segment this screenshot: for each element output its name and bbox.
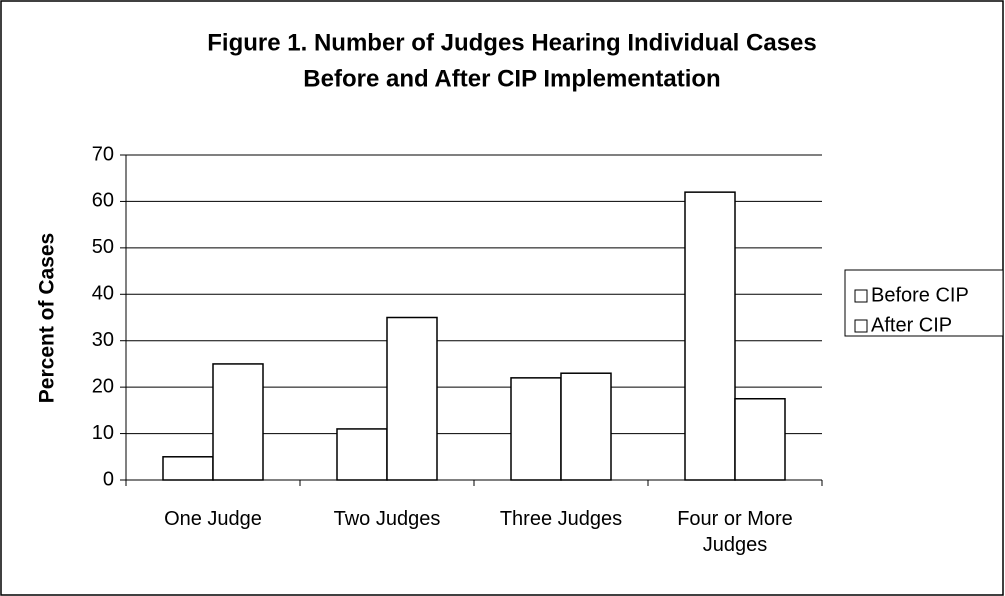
y-tick-label: 40 xyxy=(92,283,114,305)
x-tick-label: Four or More Judges xyxy=(677,508,793,556)
legend-swatch xyxy=(854,319,868,333)
x-tick-label: Two Judges xyxy=(333,508,441,530)
y-tick-label: 10 xyxy=(92,422,114,444)
y-axis-label: Percent of Cases xyxy=(36,233,59,403)
y-tick-label: 70 xyxy=(92,143,114,165)
chart-title: Figure 1. Number of Judges Hearing Indiv… xyxy=(207,29,816,56)
bar xyxy=(510,377,562,481)
bar xyxy=(684,191,736,481)
x-tick-label: Three Judges xyxy=(499,508,623,530)
chart-subtitle: Before and After CIP Implementation xyxy=(303,65,720,92)
legend-label: After CIP xyxy=(871,314,952,336)
bar xyxy=(386,316,438,481)
legend-swatch xyxy=(854,289,868,303)
bar xyxy=(560,372,612,481)
legend-box xyxy=(844,269,1004,337)
bar xyxy=(336,428,388,481)
y-tick-label: 20 xyxy=(92,375,114,397)
bar xyxy=(162,456,214,481)
bar xyxy=(212,363,264,481)
y-tick-label: 50 xyxy=(92,236,114,258)
bar xyxy=(734,398,786,481)
y-tick-label: 0 xyxy=(103,468,114,490)
y-tick-label: 60 xyxy=(92,190,114,212)
legend-label: Before CIP xyxy=(871,284,969,306)
x-tick-label: One Judge xyxy=(164,508,262,530)
y-tick-label: 30 xyxy=(92,329,114,351)
